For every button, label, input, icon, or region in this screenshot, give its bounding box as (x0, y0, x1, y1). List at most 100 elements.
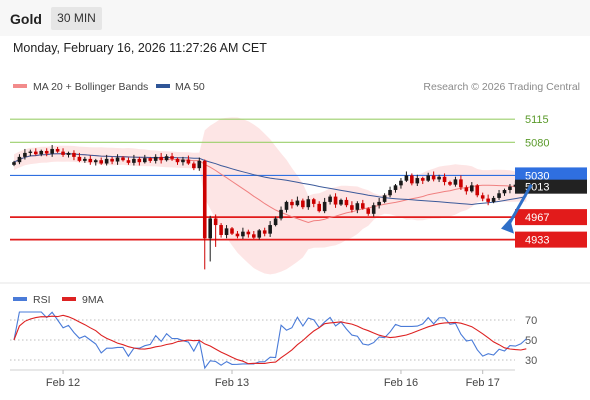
candle-body (301, 200, 305, 208)
candle-body (317, 203, 321, 212)
candle-body (17, 156, 22, 163)
candle-body (66, 152, 71, 155)
candle-body (437, 176, 441, 180)
candle-body (224, 228, 229, 235)
legend-rsi-ma-swatch (62, 297, 76, 301)
candle-body (262, 230, 267, 234)
level-label-5030: 5030 (525, 170, 549, 182)
candle-body (72, 152, 76, 157)
ma50-line (13, 153, 527, 206)
candle-body (208, 218, 212, 239)
candle-body (355, 203, 360, 210)
rsi-tick-label: 30 (525, 355, 537, 367)
rsi-ma-line (13, 314, 527, 365)
candle-body (344, 199, 349, 206)
forecast-arrow-head (501, 218, 514, 234)
candle-body (371, 205, 376, 214)
level-tag-4933 (515, 231, 587, 248)
candle-body (311, 199, 316, 204)
candle-body (268, 225, 272, 234)
candle-body (83, 158, 87, 161)
candle-body (322, 201, 327, 212)
candle-body (279, 209, 283, 219)
candle-body (393, 185, 398, 190)
candle-body (410, 175, 414, 184)
candle-body (404, 175, 409, 181)
candle-body (28, 151, 33, 153)
candle-body (143, 158, 147, 163)
legend-ma50-label: MA 50 (175, 81, 205, 93)
candle-body (39, 150, 44, 155)
last-price-tag (515, 179, 587, 194)
legend-ma20-swatch (13, 84, 27, 88)
candle-body (235, 233, 240, 237)
x-tick-label: Feb 13 (215, 377, 249, 389)
bollinger-band (14, 117, 527, 275)
rsi-line (13, 311, 527, 370)
candle-body (420, 178, 425, 181)
instrument-title: Gold (10, 11, 42, 27)
candle-body (339, 199, 343, 205)
legend-rsi-ma-label: 9MA (82, 294, 104, 306)
candle-body (241, 231, 245, 237)
candle-body (175, 158, 180, 163)
candle-body (453, 179, 458, 185)
candle-body (415, 178, 420, 184)
candle-body (431, 175, 436, 180)
candle-body (126, 160, 131, 163)
candle-body (197, 160, 202, 169)
candle-body (115, 157, 120, 162)
candle-body (12, 162, 16, 165)
x-axis: Feb 12 Feb 13 Feb 16 Feb 17 (46, 370, 500, 389)
candle-body (486, 198, 490, 202)
candle-body (170, 156, 174, 159)
candle-body (121, 157, 125, 161)
candle-body (164, 156, 169, 161)
candle-body (181, 159, 185, 163)
forecast-arrow-shaft (505, 183, 533, 229)
candle-body (448, 182, 452, 185)
candle-body (88, 158, 93, 163)
candle-body (55, 148, 60, 152)
candle-body (246, 231, 251, 235)
candle-body (333, 196, 338, 205)
candle-body (399, 180, 403, 186)
credit-text: Research © 2026 Trading Central (423, 81, 580, 93)
candle-body (148, 158, 153, 161)
legend-ma50-swatch (156, 84, 170, 88)
candle-body (388, 189, 392, 196)
x-tick-label: Feb 16 (384, 377, 418, 389)
rsi-panel: 70 50 30 (10, 311, 537, 370)
candle-body (230, 228, 234, 234)
candle-body (186, 159, 191, 164)
candle-body (213, 218, 218, 226)
timestamp: Monday, February 16, 2026 11:27:26 AM CE… (13, 41, 267, 55)
candle-body (159, 156, 163, 161)
candle-body (382, 195, 387, 202)
candle-body (44, 150, 49, 154)
candle-body (290, 201, 294, 206)
candle-body (34, 151, 38, 155)
candle-body (219, 225, 223, 235)
candle-body (377, 201, 381, 206)
candle-body (470, 185, 474, 192)
candle-body (61, 151, 65, 155)
rsi-tick-label: 50 (525, 335, 537, 347)
legend-rsi-label: RSI (33, 294, 51, 306)
level-tag-5030 (515, 167, 587, 184)
chart-header: Gold 30 MIN (0, 0, 590, 36)
candle-body (104, 158, 109, 164)
candle-body (497, 193, 501, 198)
candle-body (464, 187, 469, 192)
candle-body (366, 208, 371, 214)
candle-body (295, 200, 300, 206)
candle-body (361, 203, 365, 209)
rsi-tick-label: 70 (525, 315, 537, 327)
candle-body (459, 179, 463, 188)
timeframe-button[interactable]: 30 MIN (51, 7, 102, 30)
candle-body (502, 189, 507, 194)
candle-body (491, 197, 496, 202)
candle-body (99, 160, 103, 164)
